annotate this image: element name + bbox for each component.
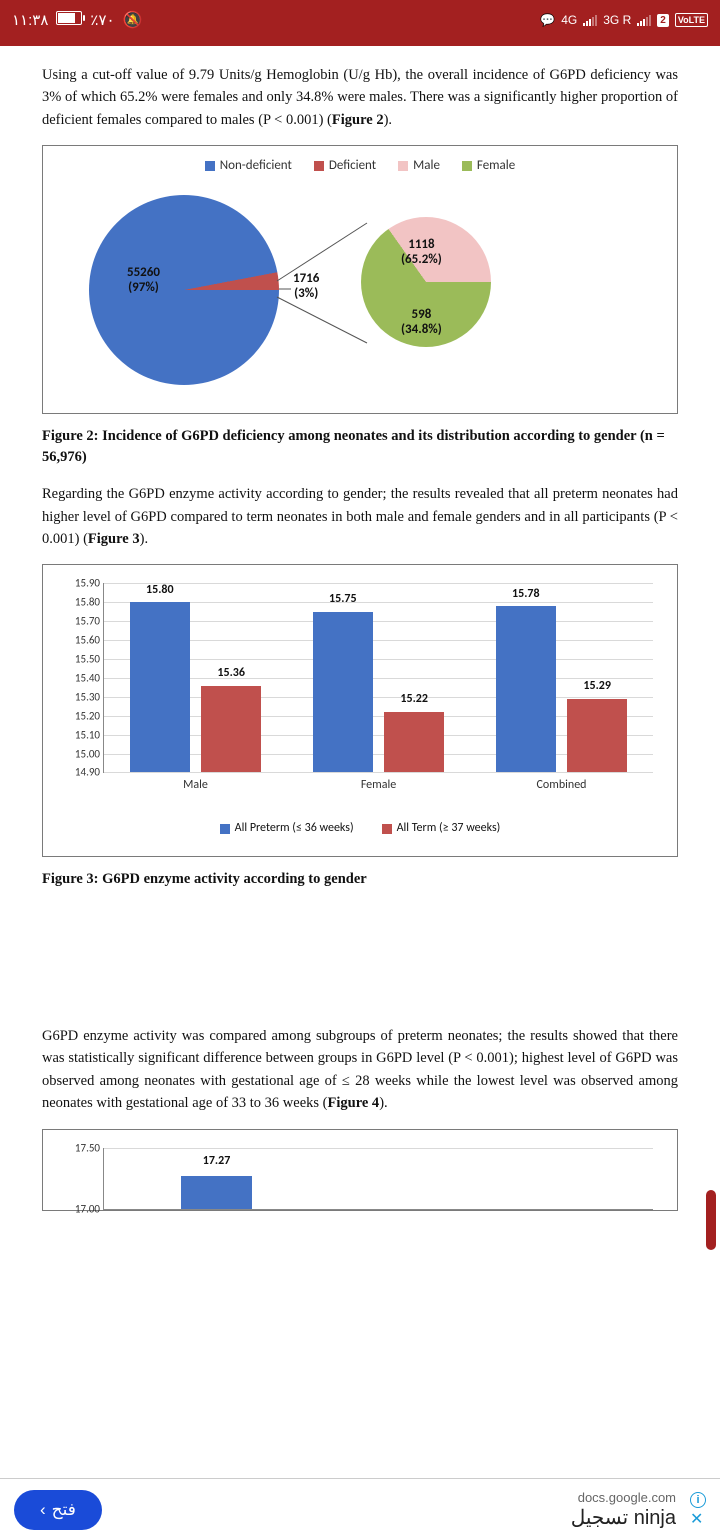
ytick: 15.70 [56,613,100,630]
ytick: 15.20 [56,707,100,724]
status-left: ١١:٣٨ ٪٧٠ 🔕 [12,10,143,30]
ad-banner[interactable]: ‹ فتح docs.google.com تسجيل ninja i ✕ [0,1478,720,1540]
clock: ١١:٣٨ [12,11,48,29]
figure-3-chart: 15.90 15.80 15.70 15.60 15.5015.40 15.30 15.20… [42,564,678,857]
signal-icon-2 [637,14,651,26]
scroll-thumb[interactable] [706,1190,716,1250]
pie-overall [89,195,279,385]
ad-info-icon[interactable]: i [690,1492,706,1508]
bar-label: 15.22 [400,690,428,709]
fig4-bar-label: 17.27 [203,1152,231,1171]
figure-2-legend: Non-deficient Deficient Male Female [51,156,669,176]
fig4-ytick-top: 17.50 [56,1139,100,1156]
figure-4-chart: 17.50 17.00 17.27 [42,1129,678,1211]
document-content: Using a cut-off value of 9.79 Units/g He… [0,46,720,1211]
bar [201,686,261,773]
legend-item: Male [398,156,440,176]
status-bar: ١١:٣٨ ٪٧٠ 🔕 💬 4G 3G R 2 VoLTE [0,0,720,40]
paragraph-2: Regarding the G6PD enzyme activity accor… [42,483,678,550]
bar [567,699,627,773]
x-label: Male [183,776,208,795]
legend-item: Non-deficient [205,156,292,176]
bar [130,602,190,772]
pie1-label: 55260(97%) [127,265,160,296]
ytick: 15.60 [56,632,100,649]
figure-2-chart: Non-deficient Deficient Male Female 55260(9… [42,145,678,413]
bar-label: 15.78 [512,585,540,604]
fig2-ref: Figure 2 [332,112,384,128]
bar-label: 15.75 [329,590,357,609]
pie2-bot-label: 598(34.8%) [401,307,442,338]
x-label: Female [361,776,396,795]
ad-open-button[interactable]: ‹ فتح [14,1490,102,1530]
signal-icon-1 [583,14,597,26]
ytick: 15.40 [56,669,100,686]
ytick: 15.90 [56,575,100,592]
fig4-bar [181,1176,252,1209]
ytick: 14.90 [56,764,100,781]
net-3g: 3G R [603,13,631,27]
battery-pct: ٪٧٠ [90,11,114,29]
figure-2-pies: 55260(97%) 1716(3%) 1118(65.2%) 598(34.8… [51,185,669,395]
ad-domain: docs.google.com [116,1490,676,1505]
ytick: 15.80 [56,594,100,611]
legend-item: Female [462,156,515,176]
ytick: 15.30 [56,688,100,705]
legend-item: All Preterm (≤ 36 weeks) [220,819,354,838]
bar [313,612,373,773]
paragraph-3: G6PD enzyme activity was compared among … [42,1025,678,1115]
bar-label: 15.29 [583,677,611,696]
battery-icon [56,11,82,29]
figure-4-barchart: 17.50 17.00 17.27 [51,1140,669,1210]
legend-item: All Term (≥ 37 weeks) [382,819,501,838]
pie2-top-label: 1118(65.2%) [401,237,442,268]
sim-badge: 2 [657,14,669,27]
bar-label: 15.36 [217,664,245,683]
net-4g: 4G [561,13,577,27]
volte-badge: VoLTE [675,13,708,27]
ytick: 15.10 [56,726,100,743]
mute-icon: 🔕 [123,10,143,30]
bar [496,606,556,772]
fig4-ytick-bot: 17.00 [56,1200,100,1217]
figure-3-barchart: 15.90 15.80 15.70 15.60 15.5015.40 15.30 15.20… [51,575,669,815]
chat-icon: 💬 [540,13,555,27]
ytick: 15.50 [56,651,100,668]
figure-2-caption: Figure 2: Incidence of G6PD deficiency a… [42,426,678,470]
legend-item: Deficient [314,156,376,176]
pie1-callout: 1716(3%) [293,271,319,302]
x-label: Combined [537,776,587,795]
figure-3-legend: All Preterm (≤ 36 weeks) All Term (≥ 37 w… [51,819,669,838]
fig3-ref: Figure 3 [88,531,140,547]
chevron-left-icon: ‹ [40,1500,46,1520]
bar-label: 15.80 [146,581,174,600]
status-right: 💬 4G 3G R 2 VoLTE [540,13,708,27]
figure-3-caption: Figure 3: G6PD enzyme activity according… [42,869,678,891]
bar [384,712,444,772]
paragraph-1: Using a cut-off value of 9.79 Units/g He… [42,64,678,131]
ad-controls: i ✕ [690,1492,706,1528]
fig4-ref: Figure 4 [328,1095,380,1111]
ad-title: تسجيل ninja [116,1505,676,1530]
ad-text: docs.google.com تسجيل ninja [116,1490,676,1530]
ytick: 15.00 [56,745,100,762]
ad-close-icon[interactable]: ✕ [690,1512,706,1528]
